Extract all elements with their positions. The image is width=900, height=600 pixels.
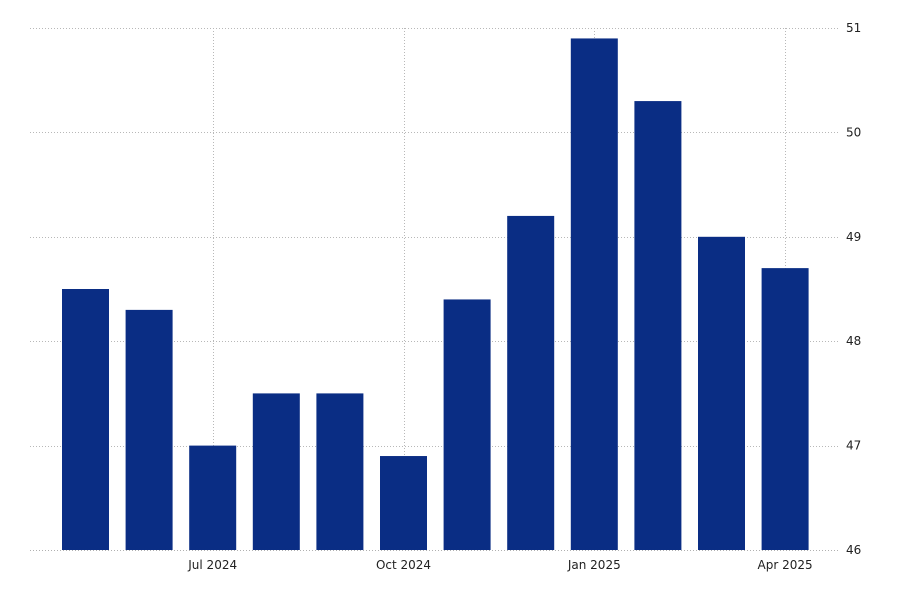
bar: [634, 101, 682, 550]
y-tick-label: 49: [846, 230, 861, 244]
bar: [761, 268, 809, 550]
bar: [443, 299, 491, 550]
bar: [189, 445, 237, 550]
x-tick-label: Apr 2025: [758, 558, 813, 572]
x-tick-label: Jul 2024: [187, 558, 237, 572]
bar: [62, 289, 109, 550]
y-tick-label: 47: [846, 439, 861, 453]
bar: [507, 215, 555, 551]
y-tick-label: 50: [846, 125, 861, 139]
bar: [380, 456, 427, 550]
x-tick-label: Jan 2025: [567, 558, 621, 572]
bar: [252, 393, 300, 550]
y-tick-label: 51: [846, 21, 861, 35]
y-tick-label: 46: [846, 543, 861, 557]
bar: [125, 309, 173, 550]
y-axis: 46 47 48 49 50 51: [846, 21, 861, 557]
bar: [570, 38, 618, 550]
x-axis: Jul 2024 Oct 2024 Jan 2025 Apr 2025: [187, 558, 812, 572]
y-tick-label: 48: [846, 334, 861, 348]
bar: [698, 236, 745, 551]
x-tick-label: Oct 2024: [376, 558, 431, 572]
bars: [62, 38, 809, 551]
bar: [316, 393, 364, 550]
